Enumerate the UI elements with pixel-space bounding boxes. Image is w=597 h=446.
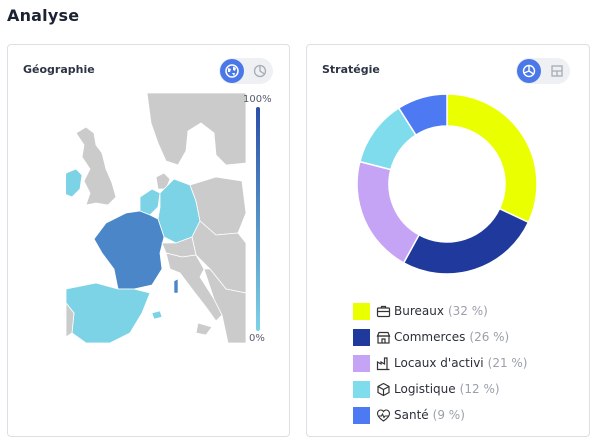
donut-slice-locaux-d-activi[interactable] — [356, 160, 421, 264]
legend-label: Commerces — [394, 330, 466, 344]
legend-percent: (9 %) — [432, 408, 465, 422]
balkans-region — [203, 268, 246, 343]
pie-view-button[interactable] — [248, 59, 272, 83]
donut-slice-sant-[interactable] — [397, 93, 448, 137]
legend-item[interactable]: Santé (9 %) — [353, 402, 528, 428]
donut-slice-commerces[interactable] — [402, 207, 530, 275]
store-icon — [376, 330, 391, 345]
legend-swatch — [353, 380, 370, 398]
legend-label: Santé — [394, 408, 429, 422]
legend-swatch — [353, 302, 370, 320]
factory-icon — [376, 356, 391, 371]
globe-view-button[interactable] — [220, 59, 244, 83]
legend-label: Logistique — [394, 382, 456, 396]
legend-label: Locaux d'activi — [394, 356, 484, 370]
legend-label: Bureaux — [394, 304, 444, 318]
box-icon — [376, 382, 391, 397]
color-scale-bar — [256, 107, 260, 331]
strategy-donut-chart — [356, 93, 538, 275]
portugal-region — [66, 302, 75, 338]
grid-layout-icon — [551, 65, 563, 77]
ireland-region — [66, 168, 83, 198]
legend-swatch — [353, 354, 370, 372]
legend-item[interactable]: Logistique (12 %) — [353, 376, 528, 402]
balearic-region — [151, 310, 163, 320]
scale-min-label: 0% — [249, 333, 265, 344]
legend-percent: (26 %) — [469, 330, 510, 344]
sicily-region — [195, 322, 213, 336]
europe-map — [66, 93, 246, 343]
pie-chart-icon — [522, 64, 536, 78]
spain-region — [66, 282, 151, 343]
donut-slice-bureaux[interactable] — [446, 93, 538, 224]
geography-title: Géographie — [23, 63, 95, 76]
denmark-region — [155, 172, 171, 190]
heart-pulse-icon — [376, 408, 391, 423]
scandinavia-region — [146, 93, 246, 166]
briefcase-icon — [376, 304, 391, 319]
france-region — [93, 210, 165, 290]
strategy-card: Stratégie Bureaux (32 %) Commerces (26 %) Lo… — [306, 44, 590, 437]
benelux-region — [139, 188, 161, 216]
geography-card: Géographie — [7, 44, 290, 437]
pie-chart-icon — [253, 64, 267, 78]
legend-swatch — [353, 406, 370, 424]
pie-view-button[interactable] — [517, 59, 541, 83]
uk-region — [75, 126, 117, 206]
grid-view-button[interactable] — [545, 59, 569, 83]
legend-percent: (12 %) — [459, 382, 500, 396]
page-title: Analyse — [7, 6, 80, 25]
legend-percent: (32 %) — [447, 304, 488, 318]
strategy-legend: Bureaux (32 %) Commerces (26 %) Locaux d'act… — [353, 298, 528, 428]
corsica-region — [173, 278, 179, 294]
geography-view-toggle — [219, 58, 273, 84]
strategy-view-toggle — [516, 58, 570, 84]
legend-item[interactable]: Commerces (26 %) — [353, 324, 528, 350]
globe-icon — [225, 64, 239, 78]
legend-item[interactable]: Locaux d'activi (21 %) — [353, 350, 528, 376]
strategy-title: Stratégie — [322, 63, 380, 76]
legend-swatch — [353, 328, 370, 346]
legend-percent: (21 %) — [487, 356, 528, 370]
scale-max-label: 100% — [243, 94, 272, 105]
legend-item[interactable]: Bureaux (32 %) — [353, 298, 528, 324]
